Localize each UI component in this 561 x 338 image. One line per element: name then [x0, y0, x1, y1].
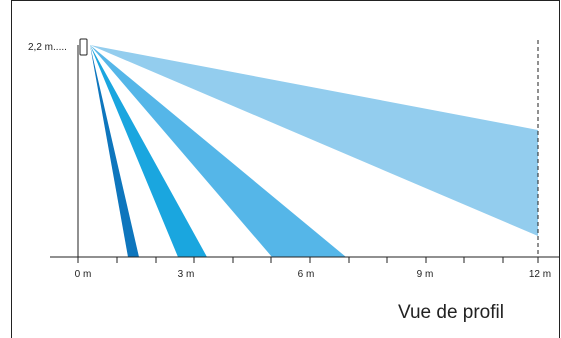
- frame-border: [11, 0, 560, 338]
- axis-ticks: [77, 257, 539, 263]
- x-label-9m: 9 m: [417, 269, 434, 280]
- x-label-6m: 6 m: [298, 269, 315, 280]
- beam-zone-far: [90, 45, 538, 236]
- x-label-0m: 0 m: [75, 269, 92, 280]
- sensor-icon: [79, 38, 88, 56]
- beam-zone-1: [90, 45, 139, 257]
- height-label: 2,2 m.....: [28, 42, 67, 53]
- beam-zone-3: [90, 45, 346, 257]
- beam-zone-2: [90, 45, 207, 257]
- x-label-3m: 3 m: [178, 269, 195, 280]
- caption: Vue de profil: [398, 302, 504, 323]
- x-label-12m: 12 m: [529, 269, 551, 280]
